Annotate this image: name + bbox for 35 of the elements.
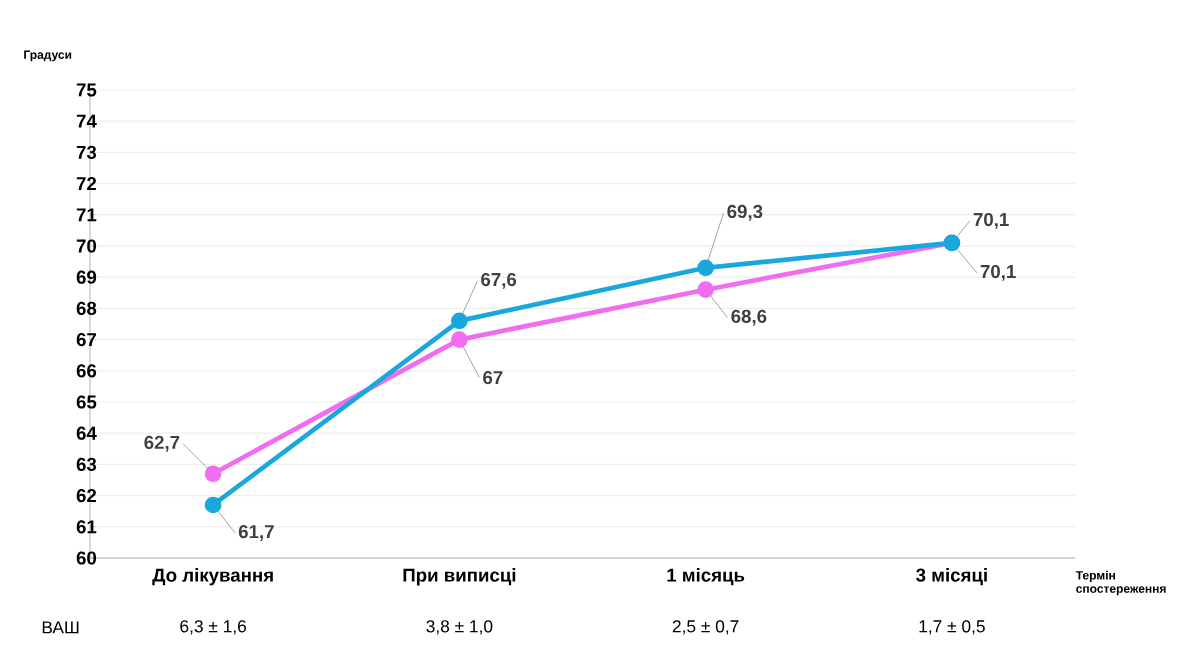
y-tick-label: 61 [76,520,97,534]
data-label: 68,6 [731,309,767,326]
y-tick-label: 66 [76,364,97,378]
data-label: 62,7 [144,435,180,452]
y-tick-label: 64 [76,426,97,440]
y-tick-label: 75 [76,83,97,97]
y-tick-label: 70 [76,239,97,253]
y-tick-label: 63 [76,457,97,472]
text: 1,7 ± 0,5 [919,620,985,635]
text: 2,5 ± 0,7 [672,620,739,635]
data-label: 67 [483,370,503,385]
y-tick-label: 71 [76,208,97,222]
x-tick-label: 1 місяць [667,568,745,586]
data-label: 61,7 [238,524,274,541]
y-axis-title: Градуси [24,50,72,62]
y-tick-label: 60 [76,551,97,565]
data-label: 67,6 [481,272,517,289]
text: ВАШ [42,621,79,634]
x-tick-label: До лікування [152,568,273,586]
y-tick-label: 72 [76,177,97,191]
y-tick-label: 69 [76,270,97,284]
data-label: 69,3 [727,204,763,221]
y-tick-label: 65 [76,395,97,409]
data-label: 70,1 [973,212,1009,229]
y-tick-label: 74 [76,114,97,128]
y-tick-label: 68 [76,301,97,316]
text: 6,3 ± 1,6 [180,620,247,635]
x-tick-label: 3 місяці [916,568,987,586]
y-tick-label: 62 [76,488,97,503]
data-label: 70,1 [980,264,1016,281]
y-tick-label: 67 [76,332,96,347]
y-tick-label: 73 [76,145,97,160]
x-tick-label: При виписці [403,568,516,586]
x-axis-title: Термін спостереження [1075,570,1166,596]
text: 3,8 ± 1,0 [426,620,493,635]
